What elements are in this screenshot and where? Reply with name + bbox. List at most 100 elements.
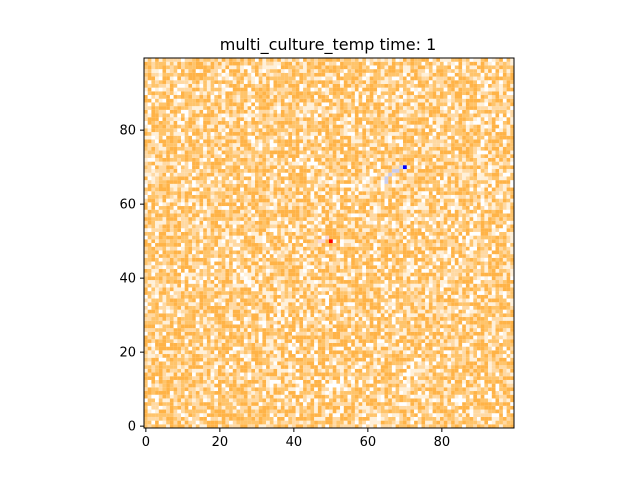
heatmap-cell — [388, 268, 392, 273]
heatmap-cell — [288, 372, 293, 377]
heatmap-cell — [192, 257, 196, 262]
heatmap-cell — [266, 313, 270, 318]
heatmap-cell — [284, 350, 289, 355]
heatmap-cell — [506, 331, 511, 336]
heatmap-cell — [292, 250, 296, 255]
heatmap-cell — [184, 350, 189, 355]
heatmap-cell — [428, 305, 433, 310]
heatmap-cell — [188, 254, 193, 258]
heatmap-cell — [295, 391, 300, 395]
heatmap-cell — [380, 416, 385, 421]
heatmap-cell — [188, 298, 193, 303]
heatmap-cell — [255, 383, 259, 388]
heatmap-cell — [484, 405, 489, 410]
heatmap-cell — [510, 402, 515, 406]
heatmap-cell — [199, 394, 204, 399]
heatmap-cell — [321, 298, 326, 303]
heatmap-cell — [206, 420, 211, 425]
heatmap-cell — [465, 413, 470, 417]
heatmap-cell — [321, 376, 326, 380]
heatmap-cell — [144, 283, 148, 288]
heatmap-cell — [218, 250, 222, 255]
heatmap-cell — [414, 272, 418, 277]
heatmap-cell — [258, 402, 263, 406]
heatmap-cell — [336, 357, 341, 362]
heatmap-cell — [491, 254, 496, 258]
heatmap-cell — [462, 365, 466, 369]
heatmap-cell — [451, 394, 455, 399]
heatmap-cell — [181, 387, 185, 392]
heatmap-cell — [473, 246, 478, 251]
heatmap-cell — [351, 254, 355, 258]
heatmap-cell — [510, 317, 515, 321]
heatmap-cell — [317, 272, 322, 277]
heatmap-cell — [247, 398, 252, 403]
heatmap-cell — [177, 387, 182, 392]
heatmap-cell — [480, 350, 485, 355]
heatmap-cell — [354, 331, 359, 336]
heatmap-cell — [354, 250, 359, 255]
heatmap-cell — [458, 409, 463, 414]
heatmap-cell — [232, 328, 237, 332]
heatmap-cell — [454, 246, 459, 251]
heatmap-cell — [443, 365, 448, 369]
heatmap-cell — [258, 372, 263, 377]
heatmap-cell — [488, 294, 492, 299]
heatmap-cell — [354, 283, 359, 288]
heatmap-cell — [440, 261, 444, 266]
heatmap-cell — [214, 331, 219, 336]
heatmap-cell — [232, 409, 237, 414]
heatmap-cell — [295, 328, 300, 332]
heatmap-cell — [284, 268, 289, 273]
heatmap-cell — [158, 409, 163, 414]
heatmap-cell — [391, 294, 396, 299]
heatmap-cell — [310, 368, 315, 373]
heatmap-cell — [158, 272, 163, 277]
heatmap-cell — [195, 291, 200, 295]
heatmap-cell — [421, 354, 426, 358]
heatmap-cell — [436, 243, 441, 247]
heatmap-cell — [317, 416, 322, 421]
heatmap-cell — [491, 387, 496, 392]
heatmap-cell — [358, 291, 363, 295]
heatmap-cell — [310, 298, 315, 303]
heatmap-cell — [236, 394, 241, 399]
heatmap-cell — [314, 405, 318, 410]
heatmap-cell — [414, 328, 418, 332]
heatmap-cell — [369, 243, 374, 247]
heatmap-cell — [358, 424, 363, 429]
heatmap-cell — [155, 342, 159, 347]
heatmap-cell — [166, 416, 170, 421]
heatmap-cell — [451, 350, 455, 355]
heatmap-cell — [366, 350, 370, 355]
heatmap-cell — [425, 405, 429, 410]
heatmap-cell — [388, 283, 392, 288]
heatmap-cell — [292, 387, 296, 392]
heatmap-cell — [351, 324, 355, 329]
heatmap-cell — [314, 265, 318, 269]
heatmap-cell — [354, 398, 359, 403]
heatmap-cell — [395, 357, 400, 362]
heatmap-cell — [384, 291, 389, 295]
heatmap-cell — [203, 346, 207, 351]
heatmap-cell — [340, 298, 344, 303]
heatmap-cell — [321, 420, 326, 425]
heatmap-cell — [236, 398, 241, 403]
heatmap-cell — [395, 416, 400, 421]
heatmap-cell — [258, 298, 263, 303]
heatmap-cell — [199, 413, 204, 417]
heatmap-cell — [454, 342, 459, 347]
heatmap-cell — [469, 342, 474, 347]
heatmap-cell — [203, 402, 207, 406]
heatmap-cell — [218, 328, 222, 332]
heatmap-cell — [369, 305, 374, 310]
heatmap-cell — [465, 305, 470, 310]
heatmap-cell — [247, 342, 252, 347]
heatmap-cell — [399, 368, 404, 373]
heatmap-cell — [225, 317, 230, 321]
heatmap-cell — [473, 361, 478, 366]
heatmap-cell — [484, 350, 489, 355]
heatmap-cell — [428, 294, 433, 299]
heatmap-cell — [358, 372, 363, 377]
heatmap-cell — [347, 424, 352, 429]
